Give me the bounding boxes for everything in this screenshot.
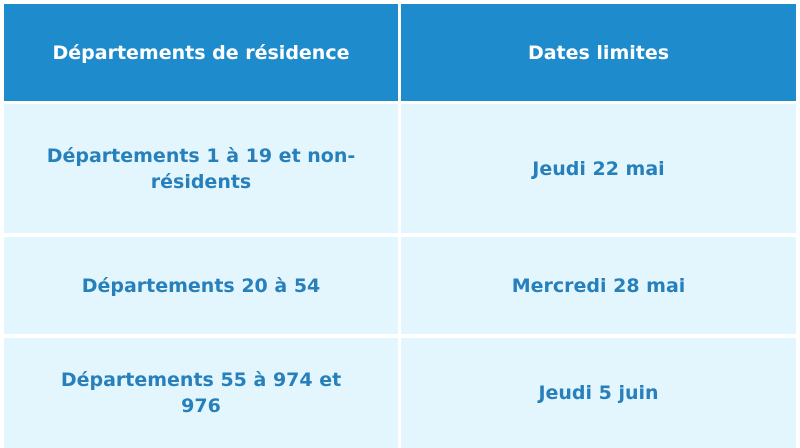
- table-cell-date-row-1: Jeudi 22 mai: [400, 104, 800, 237]
- table-header-departements: Départements de résidence: [0, 0, 400, 104]
- table-cell-date-row-3: Jeudi 5 juin: [400, 338, 800, 448]
- table-cell-departements-row-3: Départements 55 à 974 et 976: [0, 338, 400, 448]
- table-cell-departements-row-2: Départements 20 à 54: [0, 237, 400, 338]
- table-header-dates: Dates limites: [400, 0, 800, 104]
- table-cell-departements-row-1: Départements 1 à 19 et non-résidents: [0, 104, 400, 237]
- table-cell-date-row-2: Mercredi 28 mai: [400, 237, 800, 338]
